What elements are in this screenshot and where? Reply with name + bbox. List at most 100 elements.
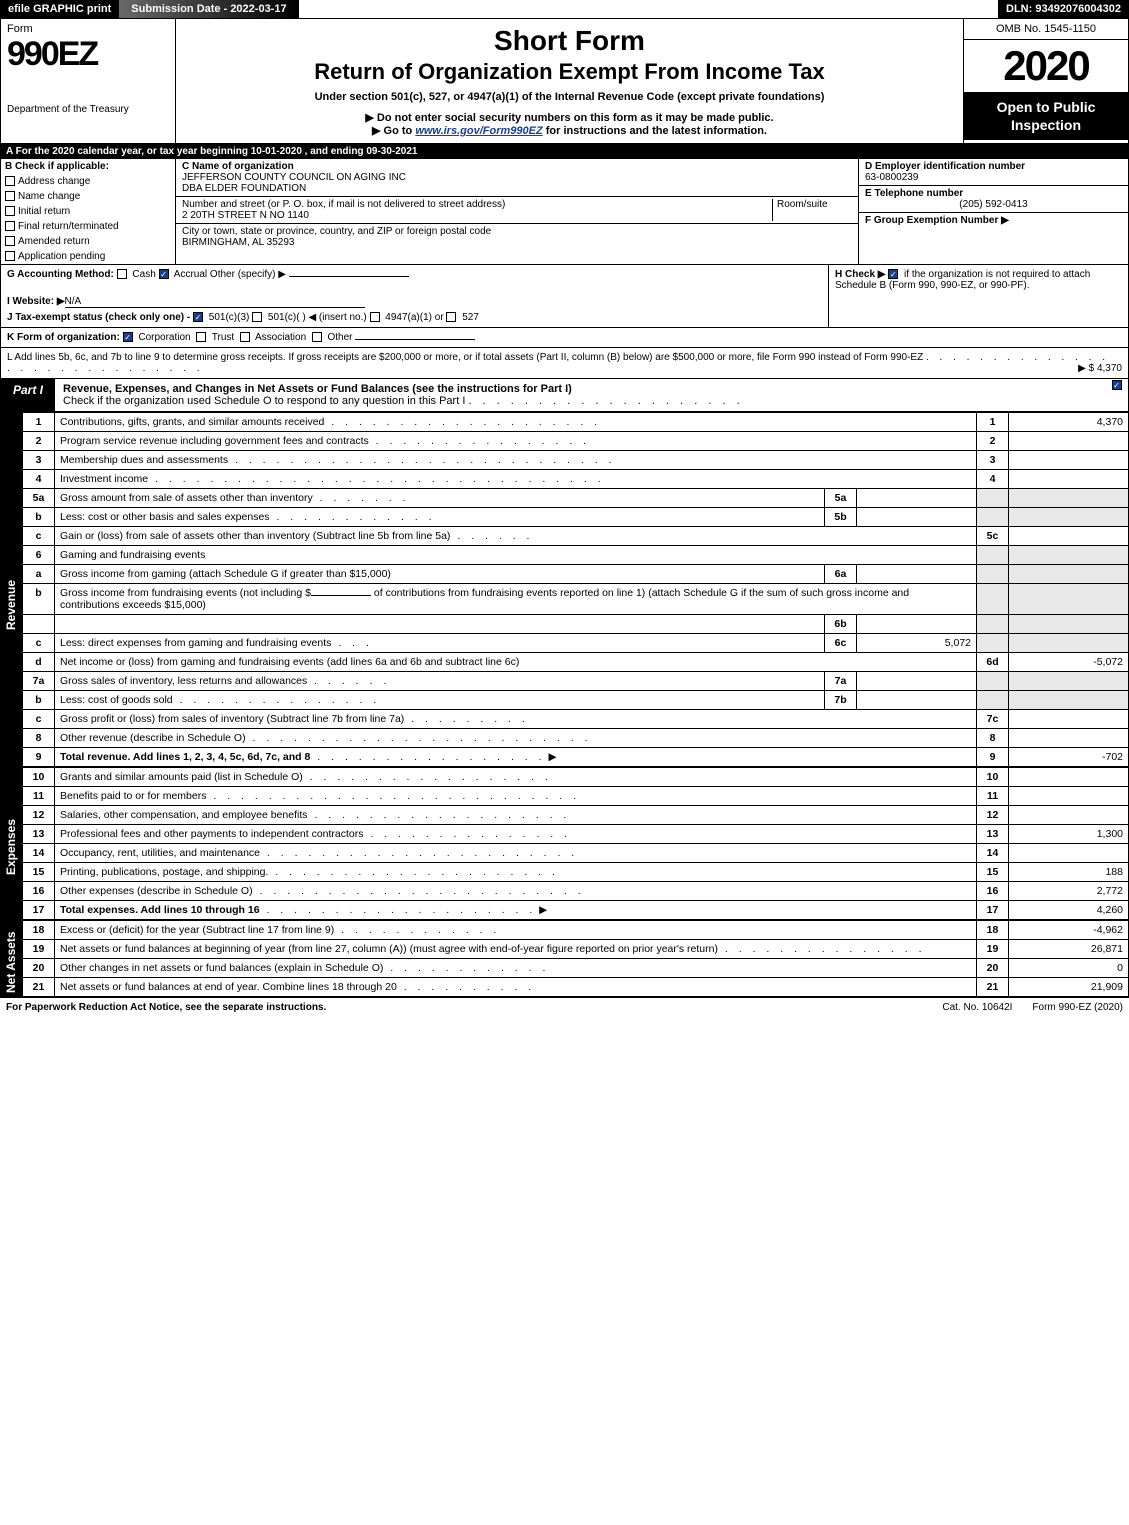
subline: Under section 501(c), 527, or 4947(a)(1)… [184, 91, 955, 103]
revenue-table: 1Contributions, gifts, grants, and simil… [22, 412, 1129, 767]
phone-value: (205) 592-0413 [865, 199, 1122, 210]
inst2-pre: ▶ Go to [372, 125, 415, 137]
irs-link[interactable]: www.irs.gov/Form990EZ [415, 125, 542, 137]
chk-address-change[interactable] [5, 176, 15, 186]
other-specify-input[interactable] [289, 276, 409, 277]
form-word: Form [7, 23, 169, 35]
tax-year: 2020 [964, 40, 1128, 92]
page-footer: For Paperwork Reduction Act Notice, see … [0, 997, 1129, 1017]
website-value: N/A [65, 296, 365, 308]
accounting-website-block: G Accounting Method: Cash ✓ Accrual Othe… [0, 265, 1129, 328]
opt-application-pending: Application pending [18, 251, 105, 262]
opt-501c3: 501(c)(3) [209, 312, 250, 323]
table-row: 3Membership dues and assessments . . . .… [23, 451, 1129, 470]
box-i-label: I Website: ▶ [7, 296, 65, 307]
chk-application-pending[interactable] [5, 251, 15, 261]
opt-amended-return: Amended return [18, 236, 90, 247]
chk-other-org[interactable] [312, 332, 322, 342]
period-line: A For the 2020 calendar year, or tax yea… [0, 144, 1129, 159]
box-c-label: C Name of organization [182, 161, 294, 172]
chk-name-change[interactable] [5, 191, 15, 201]
street-label: Number and street (or P. O. box, if mail… [182, 199, 505, 210]
efile-print-label[interactable]: efile GRAPHIC print [0, 0, 119, 18]
chk-527[interactable] [446, 312, 456, 322]
table-row: bGross income from fundraising events (n… [23, 584, 1129, 615]
box-g-label: G Accounting Method: [7, 269, 114, 280]
table-row: cLess: direct expenses from gaming and f… [23, 634, 1129, 653]
opt-other: Other (specify) ▶ [210, 269, 286, 280]
opt-accrual: Accrual [174, 269, 207, 280]
chk-h[interactable]: ✓ [888, 269, 898, 279]
table-row: bLess: cost or other basis and sales exp… [23, 508, 1129, 527]
submission-date: Submission Date - 2022-03-17 [119, 0, 298, 18]
part1-header: Part I Revenue, Expenses, and Changes in… [0, 379, 1129, 412]
table-row: 14Occupancy, rent, utilities, and mainte… [23, 844, 1129, 863]
table-row: dNet income or (loss) from gaming and fu… [23, 653, 1129, 672]
city-label: City or town, state or province, country… [182, 226, 491, 237]
table-row: cGross profit or (loss) from sales of in… [23, 710, 1129, 729]
chk-accrual[interactable]: ✓ [159, 269, 169, 279]
chk-corporation[interactable]: ✓ [123, 332, 133, 342]
table-row: 16Other expenses (describe in Schedule O… [23, 882, 1129, 901]
opt-cash: Cash [132, 269, 155, 280]
chk-trust[interactable] [196, 332, 206, 342]
form-header: Form 990EZ Department of the Treasury Sh… [0, 18, 1129, 144]
box-h-label: H Check ▶ [835, 269, 885, 280]
chk-schedule-o[interactable]: ✓ [1112, 380, 1122, 390]
table-row: 11Benefits paid to or for members . . . … [23, 787, 1129, 806]
table-row: 7aGross sales of inventory, less returns… [23, 672, 1129, 691]
chk-cash[interactable] [117, 269, 127, 279]
table-row: aGross income from gaming (attach Schedu… [23, 565, 1129, 584]
dln-label: DLN: 93492076004302 [998, 0, 1129, 18]
chk-initial-return[interactable] [5, 206, 15, 216]
part1-title: Revenue, Expenses, and Changes in Net As… [63, 383, 572, 395]
table-row: 9Total revenue. Add lines 1, 2, 3, 4, 5c… [23, 748, 1129, 767]
opt-other-org: Other [327, 332, 352, 343]
chk-association[interactable] [240, 332, 250, 342]
return-title: Return of Organization Exempt From Incom… [184, 59, 955, 85]
opt-final-return: Final return/terminated [18, 221, 119, 232]
opt-4947: 4947(a)(1) or [385, 312, 443, 323]
chk-501c[interactable] [252, 312, 262, 322]
dept-treasury: Department of the Treasury [7, 74, 169, 115]
box-f-label: F Group Exemption Number ▶ [865, 215, 1009, 226]
cat-no: Cat. No. 10642I [922, 1002, 1032, 1013]
box-k-label: K Form of organization: [7, 332, 120, 343]
box-e-label: E Telephone number [865, 188, 963, 199]
table-row: 21Net assets or fund balances at end of … [23, 978, 1129, 997]
6b-contrib-input[interactable] [311, 595, 371, 596]
box-l-text: L Add lines 5b, 6c, and 7b to line 9 to … [7, 352, 923, 363]
table-row: 19Net assets or fund balances at beginni… [23, 940, 1129, 959]
short-form-title: Short Form [184, 25, 955, 57]
part1-checkline: Check if the organization used Schedule … [63, 395, 465, 407]
table-row: 12Salaries, other compensation, and empl… [23, 806, 1129, 825]
form-ref: Form 990-EZ (2020) [1032, 1002, 1123, 1013]
netassets-section-label: Net Assets [0, 920, 22, 997]
chk-4947[interactable] [370, 312, 380, 322]
table-row: bLess: cost of goods sold . . . . . . . … [23, 691, 1129, 710]
inst2-post: for instructions and the latest informat… [543, 125, 767, 137]
opt-association: Association [255, 332, 306, 343]
box-b-label: B Check if applicable: [1, 159, 175, 174]
street-value: 2 20TH STREET N NO 1140 [182, 210, 309, 221]
table-row: 6b [23, 615, 1129, 634]
org-name2: DBA ELDER FOUNDATION [182, 183, 306, 194]
opt-corporation: Corporation [138, 332, 190, 343]
omb-number: OMB No. 1545-1150 [964, 19, 1128, 40]
opt-name-change: Name change [18, 191, 80, 202]
box-l-amount: ▶ $ 4,370 [1078, 363, 1122, 374]
table-row: 17Total expenses. Add lines 10 through 1… [23, 901, 1129, 920]
ein-value: 63-0800239 [865, 172, 918, 183]
expenses-table: 10Grants and similar amounts paid (list … [22, 767, 1129, 920]
chk-final-return[interactable] [5, 221, 15, 231]
table-row: 5aGross amount from sale of assets other… [23, 489, 1129, 508]
instruction-1: ▶ Do not enter social security numbers o… [184, 111, 955, 124]
opt-initial-return: Initial return [18, 206, 70, 217]
other-org-input[interactable] [355, 339, 475, 340]
chk-amended-return[interactable] [5, 236, 15, 246]
expenses-section-label: Expenses [0, 767, 22, 920]
opt-trust: Trust [212, 332, 234, 343]
table-row: 18Excess or (deficit) for the year (Subt… [23, 921, 1129, 940]
opt-527: 527 [462, 312, 479, 323]
chk-501c3[interactable]: ✓ [193, 312, 203, 322]
